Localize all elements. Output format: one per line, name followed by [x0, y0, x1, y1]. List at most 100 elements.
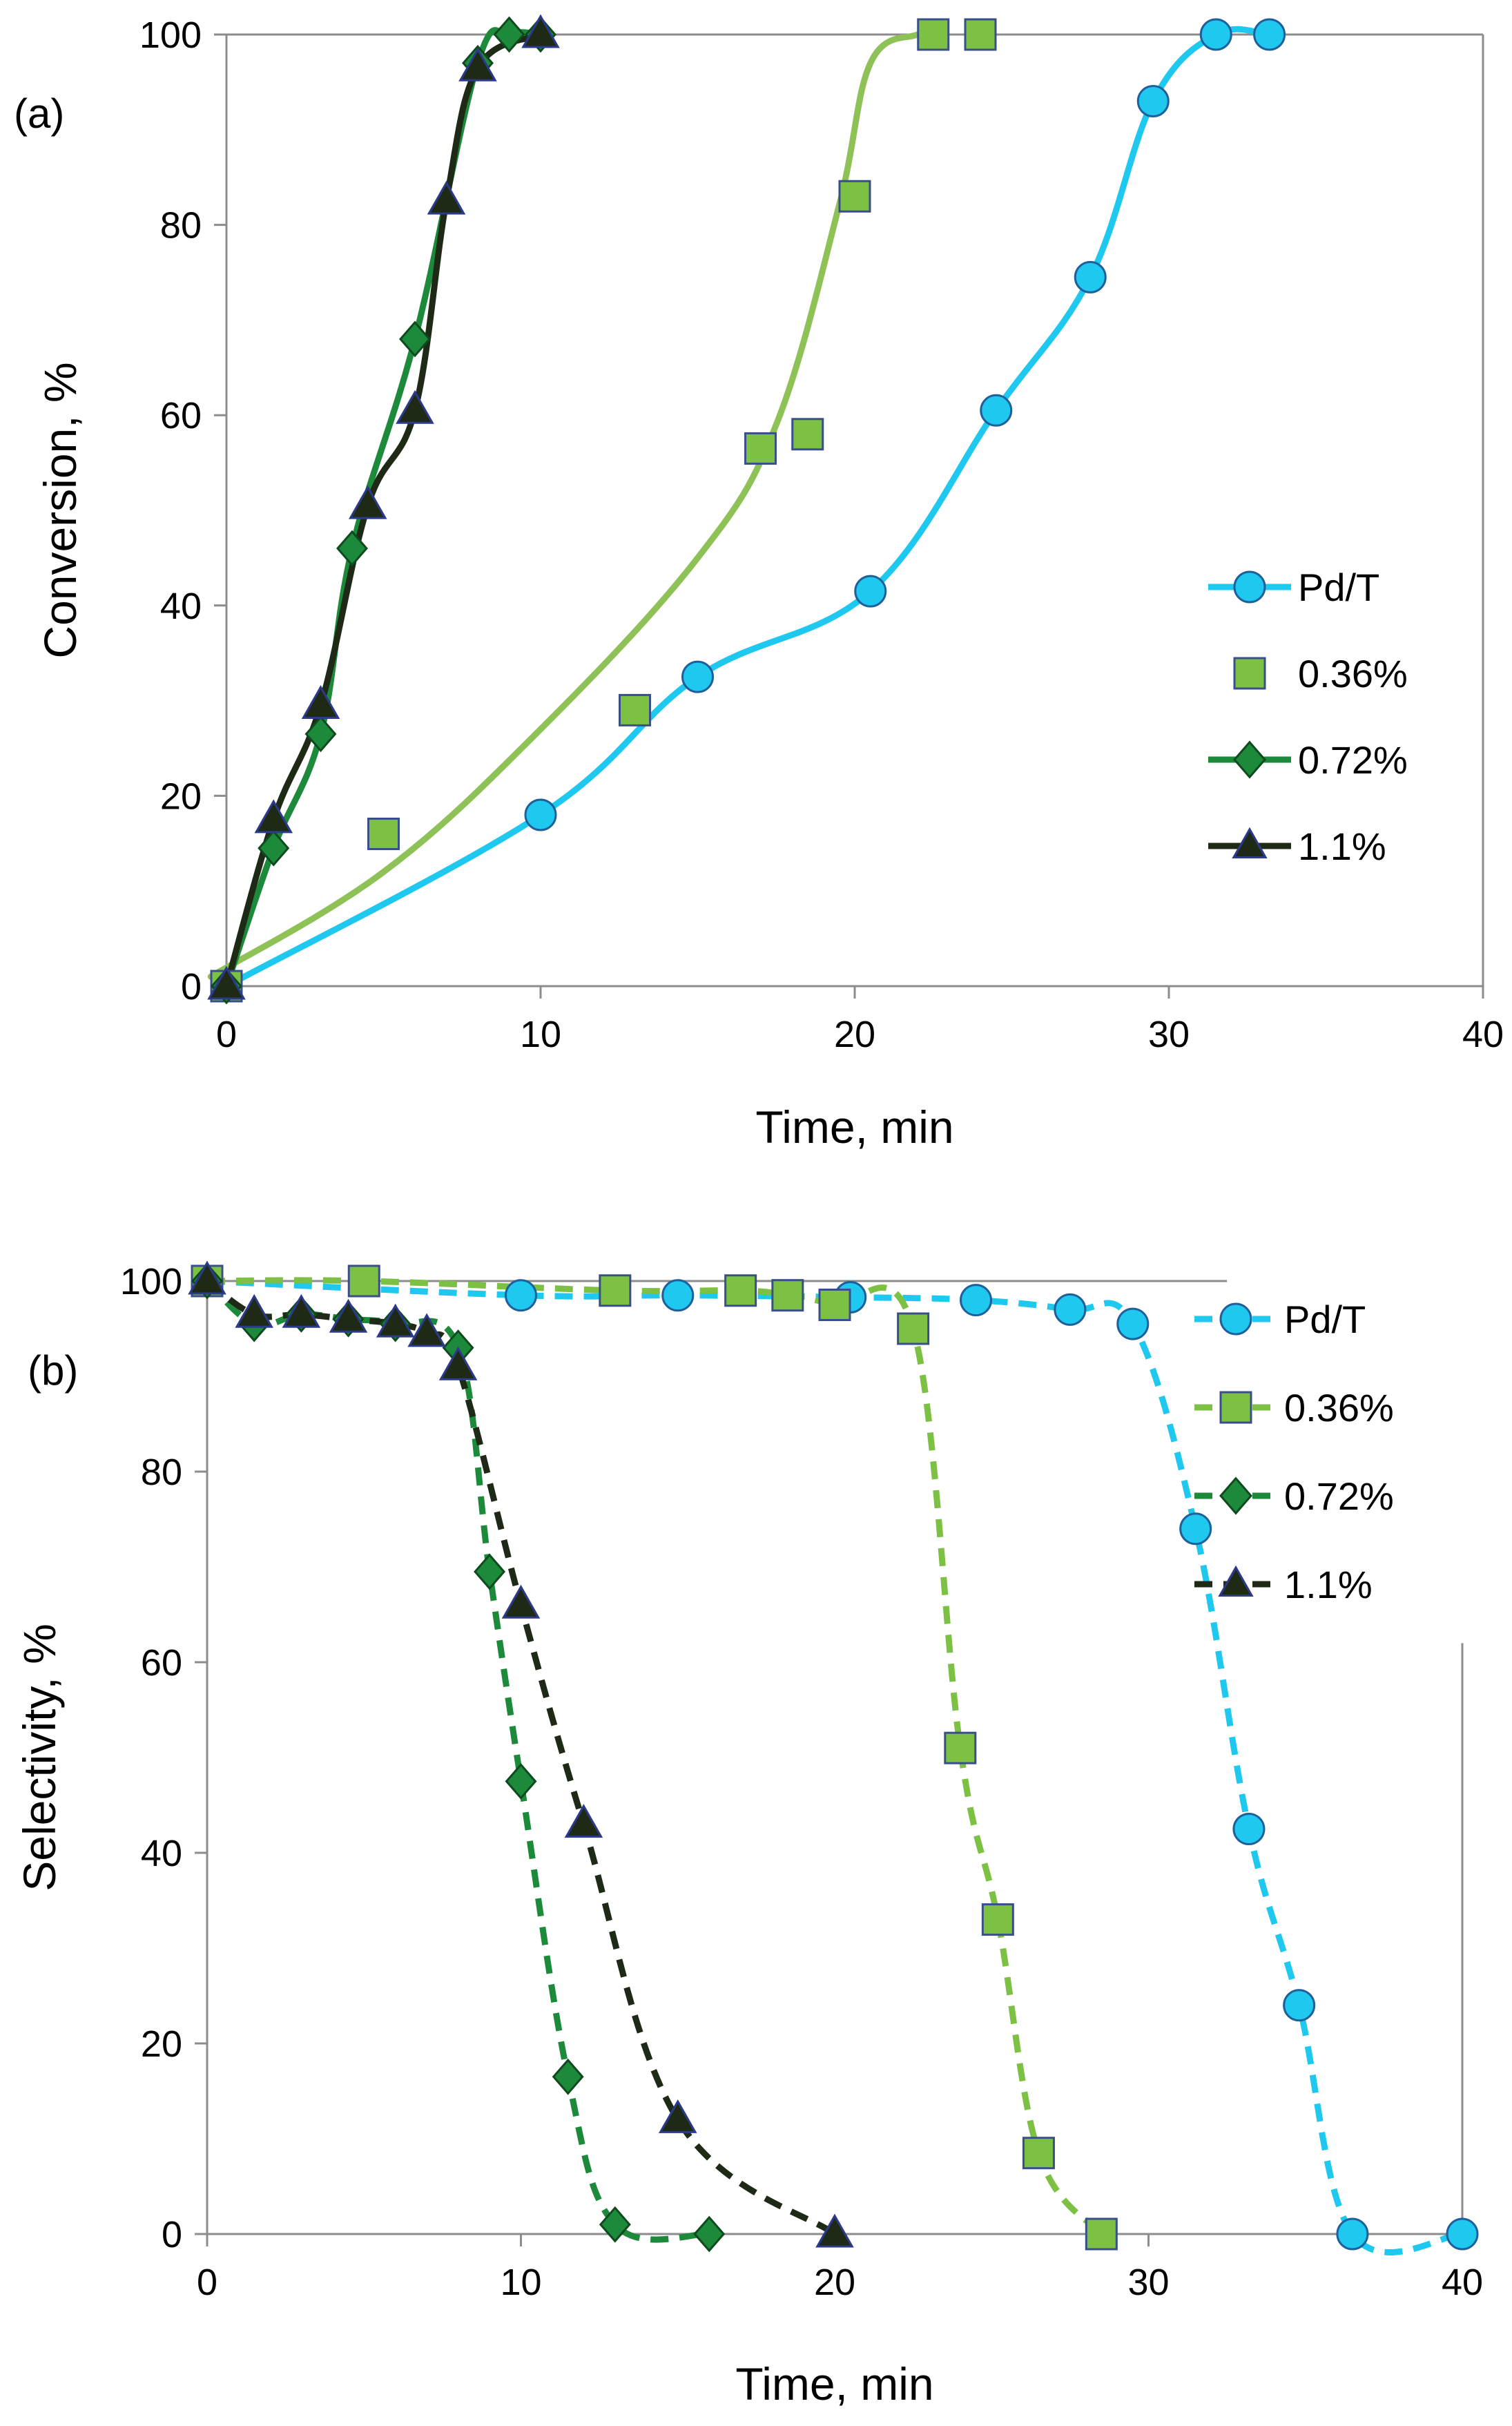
series-line-0-36-	[206, 1277, 1104, 2236]
y-tick-label: 0	[162, 2214, 182, 2255]
data-point-1-1-	[348, 485, 387, 519]
legend-marker-0-36-	[1233, 657, 1266, 690]
data-point-pd-t	[681, 660, 714, 693]
x-tick-label: 30	[1148, 1014, 1190, 1055]
data-point-1-1-	[427, 180, 466, 215]
data-point-0-36-	[771, 1279, 804, 1312]
data-point-pd-t	[1054, 1293, 1087, 1326]
data-point-pd-t	[505, 1279, 537, 1312]
legend-label-1-1-: 1.1%	[1284, 1563, 1373, 1606]
y-tick-label: 20	[141, 2023, 182, 2065]
legend-label-pd-t: Pd/T	[1284, 1298, 1366, 1341]
y-tick-label: 60	[160, 395, 202, 436]
data-point-0-72-	[505, 1763, 537, 1800]
data-point-1-1-	[396, 389, 434, 424]
y-axis-label: Selectivity, %	[14, 1624, 65, 1891]
y-tick-label: 40	[141, 1833, 182, 1874]
x-tick-label: 40	[1442, 2262, 1483, 2303]
legend-marker-pd-t	[1233, 570, 1266, 604]
panel-a-conversion: 0 10 20 30 40 0 20 40 60 80 100 Time, min Conversion…	[14, 14, 1504, 1153]
data-point-0-36-	[1085, 2217, 1118, 2251]
data-point-0-72-	[304, 715, 337, 753]
data-point-0-72-	[399, 320, 431, 358]
data-point-pd-t	[1446, 2217, 1479, 2251]
legend-label-0-36-: 0.36%	[1284, 1386, 1394, 1429]
data-point-0-36-	[818, 1289, 851, 1321]
data-point-pd-t	[960, 1284, 993, 1317]
data-point-0-36-	[981, 1903, 1014, 1936]
legend-marker-0-36-	[1219, 1391, 1252, 1424]
data-point-1-1-	[329, 1298, 368, 1333]
legend-marker-0-72-	[1219, 1476, 1252, 1515]
legend-label-0-36-: 0.36%	[1298, 652, 1408, 695]
data-point-pd-t	[1283, 1989, 1316, 2022]
y-tick-label: 20	[160, 776, 202, 817]
data-point-0-36-	[599, 1274, 632, 1307]
x-tick-label: 10	[520, 1014, 561, 1055]
data-point-0-36-	[917, 18, 950, 51]
data-point-1-1-	[521, 14, 560, 48]
legend-label-1-1-: 1.1%	[1298, 825, 1386, 868]
data-point-pd-t	[1253, 18, 1286, 51]
series-line-0-72-	[204, 1278, 710, 2243]
data-point-1-1-	[254, 799, 293, 834]
y-axis-label: Conversion, %	[35, 362, 86, 658]
data-point-0-36-	[838, 180, 871, 213]
y-tick-label: 40	[160, 586, 202, 627]
x-tick-label: 10	[500, 2262, 541, 2303]
data-point-1-1-	[235, 1293, 273, 1328]
data-point-pd-t	[1336, 2217, 1369, 2251]
data-point-1-1-	[301, 685, 340, 719]
x-axis-label: Time, min	[755, 1101, 953, 1153]
data-point-pd-t	[524, 798, 557, 831]
x-tick-label: 30	[1127, 2262, 1169, 2303]
data-point-1-1-	[282, 1293, 321, 1328]
data-point-1-1-	[376, 1303, 415, 1338]
panel-label: (a)	[14, 90, 64, 137]
series-trend-0-36-	[207, 29, 937, 980]
data-point-pd-t	[1136, 84, 1170, 117]
data-point-0-36-	[944, 1731, 977, 1764]
legend-label-0-72-: 0.72%	[1284, 1474, 1394, 1518]
data-point-0-72-	[599, 2206, 631, 2243]
legend-marker-0-72-	[1233, 740, 1266, 779]
data-point-pd-t	[854, 575, 887, 608]
x-tick-label: 20	[814, 2262, 855, 2303]
data-point-0-72-	[258, 829, 290, 867]
data-point-1-1-	[188, 1260, 226, 1295]
data-point-1-1-	[815, 2213, 854, 2248]
x-tick-label: 20	[834, 1014, 875, 1055]
data-point-pd-t	[1179, 1512, 1212, 1546]
data-point-0-36-	[367, 818, 400, 851]
data-point-1-1-	[458, 47, 497, 81]
data-point-1-1-	[658, 2099, 697, 2133]
series-line-1-1-	[205, 1278, 837, 2237]
data-point-0-72-	[693, 2215, 726, 2253]
data-point-1-1-	[501, 1584, 541, 1619]
x-tick-label: 0	[197, 2262, 217, 2303]
y-tick-label: 80	[160, 205, 202, 247]
x-tick-label: 40	[1462, 1014, 1504, 1055]
data-point-0-36-	[724, 1274, 757, 1307]
y-tick-label: 100	[120, 1261, 182, 1302]
data-point-1-1-	[438, 1346, 478, 1380]
legend-label-pd-t: Pd/T	[1298, 566, 1379, 609]
data-point-0-36-	[744, 432, 777, 465]
data-point-0-72-	[552, 2058, 584, 2095]
data-point-1-1-	[207, 965, 246, 1000]
legend-marker-pd-t	[1219, 1302, 1252, 1336]
y-tick-label: 60	[141, 1642, 182, 1684]
data-point-0-36-	[791, 418, 824, 451]
data-point-pd-t	[1232, 1813, 1266, 1845]
panel-label: (b)	[28, 1347, 78, 1394]
data-point-pd-t	[980, 394, 1013, 427]
x-axis-label: Time, min	[735, 2358, 933, 2409]
data-point-0-36-	[1022, 2137, 1055, 2170]
data-point-pd-t	[1116, 1307, 1150, 1340]
data-point-1-1-	[564, 1804, 603, 1838]
data-point-0-36-	[619, 693, 651, 726]
data-point-pd-t	[661, 1279, 695, 1312]
panel-b-selectivity: 0 10 20 30 40 0 20 40 60 80 100 Time, min Selectivit…	[14, 1260, 1483, 2409]
data-point-pd-t	[1199, 18, 1232, 51]
